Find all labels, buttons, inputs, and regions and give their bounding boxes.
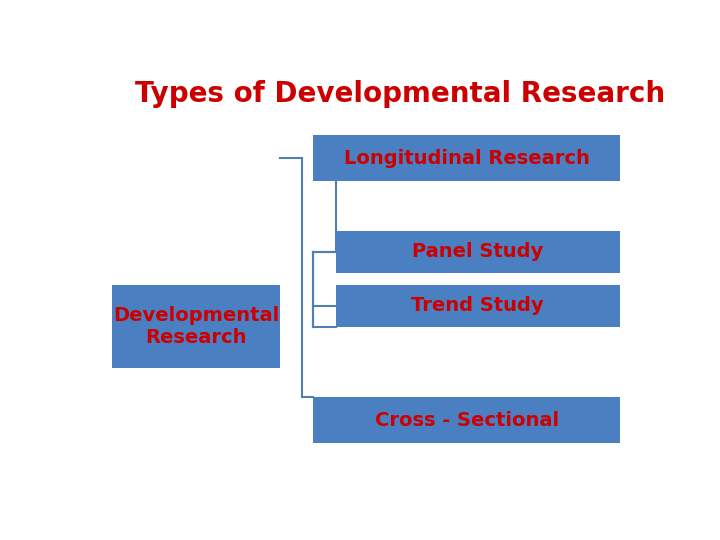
FancyBboxPatch shape: [313, 136, 620, 181]
Text: Panel Study: Panel Study: [412, 242, 544, 261]
FancyBboxPatch shape: [336, 231, 620, 273]
Text: Types of Developmental Research: Types of Developmental Research: [135, 80, 665, 108]
Text: Trend Study: Trend Study: [412, 296, 544, 315]
FancyBboxPatch shape: [336, 285, 620, 327]
Text: Cross - Sectional: Cross - Sectional: [374, 411, 559, 430]
Text: Developmental
Research: Developmental Research: [113, 306, 279, 347]
FancyBboxPatch shape: [313, 397, 620, 443]
Text: Longitudinal Research: Longitudinal Research: [343, 149, 590, 168]
FancyBboxPatch shape: [112, 285, 279, 368]
